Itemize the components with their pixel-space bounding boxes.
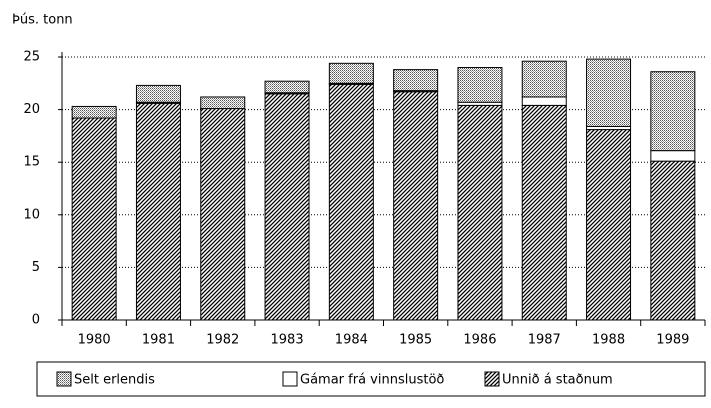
bar-segment [200, 108, 246, 321]
bar-segment [586, 129, 632, 321]
bar-segment [457, 67, 503, 103]
legend-label: Gámar frá vinnslustöð [300, 373, 444, 388]
bar-segment [650, 150, 696, 162]
x-tick-label: 1986 [463, 333, 496, 348]
x-tick-label: 1989 [656, 333, 689, 348]
x-tick-label: 1981 [142, 333, 175, 348]
bar-segment [135, 102, 181, 321]
legend-swatch [56, 371, 72, 387]
bar-segment [586, 58, 632, 127]
y-tick-label: 10 [23, 207, 40, 222]
y-axis-label: Þús. tonn [12, 13, 73, 28]
bar-segment [264, 80, 310, 94]
bar-segment [521, 60, 567, 98]
bar-segment [200, 96, 246, 110]
bar-segment [328, 83, 374, 321]
bar-segment [71, 117, 117, 321]
bar-segment [135, 84, 181, 103]
y-tick-label: 15 [23, 155, 40, 170]
bar-segment [71, 105, 117, 119]
x-tick-label: 1987 [528, 333, 561, 348]
bar-segment [521, 104, 567, 321]
bar-segment [264, 93, 310, 321]
bar-segment [650, 71, 696, 152]
x-tick-label: 1983 [271, 333, 304, 348]
legend-swatch [282, 371, 298, 387]
bar-segment [521, 96, 567, 106]
x-tick-label: 1984 [335, 333, 368, 348]
bar-segment [328, 62, 374, 84]
y-tick-label: 0 [32, 313, 40, 328]
bar-segment [393, 69, 439, 92]
y-tick-label: 5 [32, 260, 40, 275]
legend-label: Selt erlendis [74, 373, 155, 388]
legend-swatch [484, 371, 500, 387]
x-tick-label: 1985 [399, 333, 432, 348]
bar-segment [393, 91, 439, 321]
x-tick-label: 1980 [78, 333, 111, 348]
legend-box [36, 361, 706, 397]
x-tick-label: 1982 [206, 333, 239, 348]
x-tick-label: 1988 [592, 333, 625, 348]
y-tick-label: 20 [23, 102, 40, 117]
legend-label: Unnið á staðnum [502, 373, 613, 388]
bar-segment [650, 160, 696, 321]
bar-segment [457, 104, 503, 321]
y-tick-label: 25 [23, 50, 40, 65]
